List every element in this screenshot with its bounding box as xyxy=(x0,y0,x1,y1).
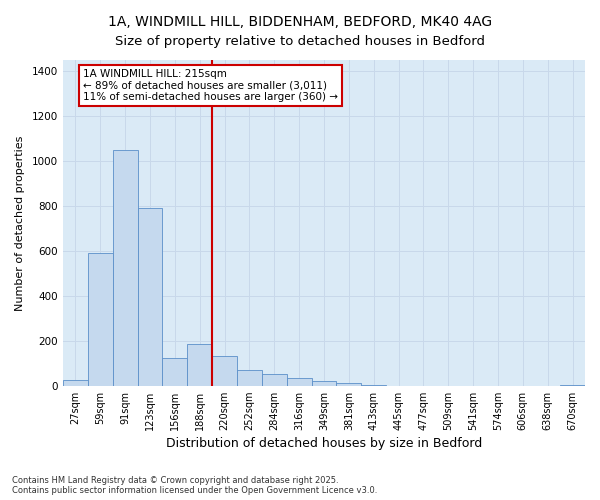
Text: Size of property relative to detached houses in Bedford: Size of property relative to detached ho… xyxy=(115,35,485,48)
Bar xyxy=(262,374,287,386)
Bar xyxy=(560,384,585,386)
Bar xyxy=(311,381,337,386)
Bar xyxy=(337,384,361,386)
Bar xyxy=(63,380,88,386)
X-axis label: Distribution of detached houses by size in Bedford: Distribution of detached houses by size … xyxy=(166,437,482,450)
Y-axis label: Number of detached properties: Number of detached properties xyxy=(15,135,25,310)
Text: 1A, WINDMILL HILL, BIDDENHAM, BEDFORD, MK40 4AG: 1A, WINDMILL HILL, BIDDENHAM, BEDFORD, M… xyxy=(108,15,492,29)
Bar xyxy=(187,344,212,386)
Text: Contains HM Land Registry data © Crown copyright and database right 2025.
Contai: Contains HM Land Registry data © Crown c… xyxy=(12,476,377,495)
Bar xyxy=(163,358,187,386)
Bar xyxy=(361,384,386,386)
Bar xyxy=(113,150,137,386)
Bar xyxy=(137,208,163,386)
Bar xyxy=(212,356,237,386)
Bar xyxy=(88,253,113,386)
Bar xyxy=(287,378,311,386)
Bar xyxy=(237,370,262,386)
Text: 1A WINDMILL HILL: 215sqm
← 89% of detached houses are smaller (3,011)
11% of sem: 1A WINDMILL HILL: 215sqm ← 89% of detach… xyxy=(83,69,338,102)
